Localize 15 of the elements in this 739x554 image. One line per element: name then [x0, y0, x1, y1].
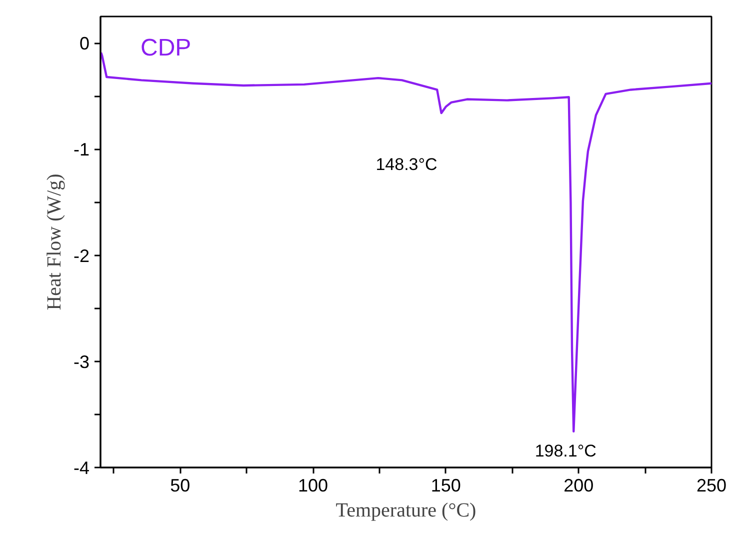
y-tick-label: -1 — [73, 140, 90, 160]
annotation: 198.1°C — [534, 441, 596, 460]
y-tick-label: -2 — [73, 246, 90, 266]
x-axis-title: Temperature (°C) — [336, 500, 476, 522]
x-tick-label: 250 — [696, 476, 727, 496]
annotation: 148.3°C — [376, 155, 438, 174]
y-axis-title: Heat Flow (W/g) — [43, 174, 66, 310]
y-tick-label: -4 — [73, 458, 90, 478]
y-tick-label: -3 — [73, 352, 90, 372]
x-tick-label: 100 — [298, 476, 328, 496]
x-tick-label: 200 — [564, 476, 594, 496]
x-tick-label: 50 — [170, 476, 190, 496]
x-tick-label: 150 — [430, 476, 461, 496]
y-tick-label: 0 — [79, 34, 90, 54]
series-label: CDP — [140, 34, 192, 62]
